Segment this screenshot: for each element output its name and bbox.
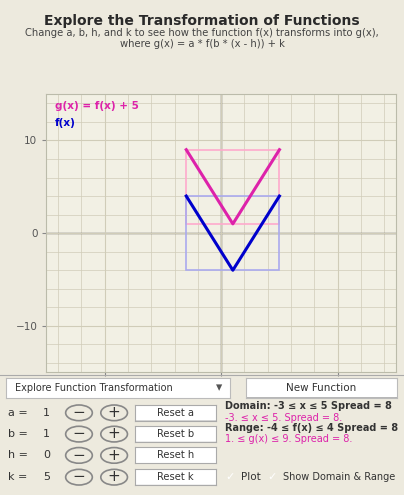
Text: 5: 5: [43, 472, 50, 482]
Text: ✓: ✓: [225, 472, 235, 482]
Text: −: −: [73, 447, 85, 462]
Text: +: +: [108, 447, 120, 462]
FancyBboxPatch shape: [241, 378, 402, 398]
Text: +: +: [108, 469, 120, 484]
Text: −: −: [73, 469, 85, 484]
Text: Explore the Transformation of Functions: Explore the Transformation of Functions: [44, 14, 360, 28]
Text: 1: 1: [43, 429, 50, 439]
Text: 1: 1: [43, 408, 50, 418]
Text: 1. ≤ g(x) ≤ 9. Spread = 8.: 1. ≤ g(x) ≤ 9. Spread = 8.: [225, 434, 353, 444]
FancyBboxPatch shape: [130, 404, 221, 421]
Text: h =: h =: [8, 450, 28, 460]
FancyBboxPatch shape: [130, 469, 221, 486]
Text: where g(x) = a * f(b * (x - h)) + k: where g(x) = a * f(b * (x - h)) + k: [120, 39, 284, 49]
Bar: [186, 196, 280, 270]
Bar: [186, 149, 280, 224]
Text: Plot: Plot: [241, 472, 261, 482]
Text: Reset h: Reset h: [157, 450, 194, 460]
Text: Domain: -3 ≤ x ≤ 5 Spread = 8: Domain: -3 ≤ x ≤ 5 Spread = 8: [225, 401, 392, 411]
Text: −: −: [73, 426, 85, 441]
Text: New Function: New Function: [286, 383, 356, 393]
Text: Explore Function Transformation: Explore Function Transformation: [15, 383, 173, 393]
Text: k =: k =: [8, 472, 27, 482]
Text: +: +: [108, 426, 120, 441]
Text: +: +: [108, 405, 120, 420]
Text: f(x): f(x): [55, 118, 76, 128]
Text: Range: -4 ≤ f(x) ≤ 4 Spread = 8: Range: -4 ≤ f(x) ≤ 4 Spread = 8: [225, 423, 399, 433]
Text: Reset a: Reset a: [157, 408, 194, 418]
FancyBboxPatch shape: [130, 447, 221, 464]
Text: a =: a =: [8, 408, 28, 418]
Text: −: −: [73, 405, 85, 420]
Text: ▾: ▾: [216, 382, 222, 395]
FancyBboxPatch shape: [130, 426, 221, 443]
Text: Reset k: Reset k: [158, 472, 194, 482]
Text: Reset b: Reset b: [157, 429, 194, 439]
Text: g(x) = f(x) + 5: g(x) = f(x) + 5: [55, 101, 139, 111]
Text: Show Domain & Range: Show Domain & Range: [283, 472, 395, 482]
Text: -3. ≤ x ≤ 5. Spread = 8.: -3. ≤ x ≤ 5. Spread = 8.: [225, 413, 343, 423]
Text: ✓: ✓: [267, 472, 277, 482]
Text: Change a, b, h, and k to see how the function f(x) transforms into g(x),: Change a, b, h, and k to see how the fun…: [25, 28, 379, 38]
Text: 0: 0: [43, 450, 50, 460]
Text: b =: b =: [8, 429, 28, 439]
